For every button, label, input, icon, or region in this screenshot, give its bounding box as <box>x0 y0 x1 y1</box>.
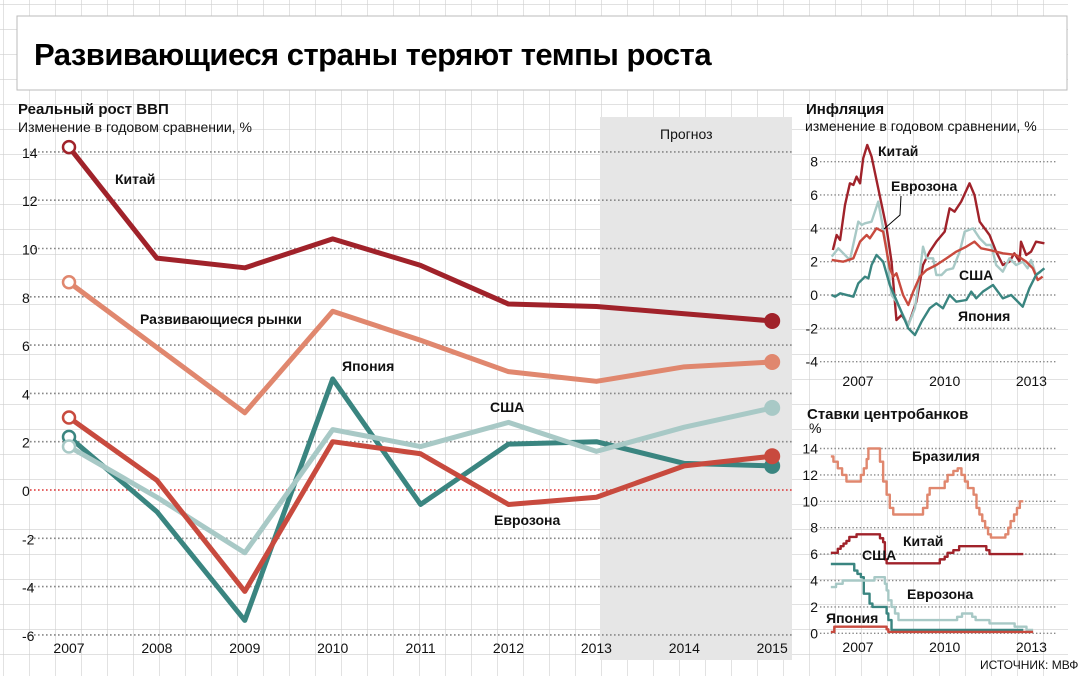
series-line-em <box>830 447 1024 539</box>
y-tick-label: 8 <box>810 520 818 536</box>
y-tick-label: 2 <box>810 254 818 270</box>
y-tick-label: 12 <box>802 467 818 483</box>
series-line-japan <box>830 562 1024 632</box>
x-tick-label: 2007 <box>53 640 84 656</box>
gdp-chart: Прогноз Реальный рост ВВП Изменение в го… <box>18 101 792 660</box>
inflation-chart: Инфляция изменение в годовом сравнении, … <box>805 101 1056 389</box>
series-line-eurozone <box>67 415 773 594</box>
y-tick-label: 0 <box>22 483 30 499</box>
y-tick-label: 12 <box>22 193 38 209</box>
x-tick-label: 2010 <box>929 639 960 655</box>
data-point-start-em <box>61 275 77 290</box>
y-tick-label: 0 <box>810 287 818 303</box>
y-tick-label: -6 <box>22 628 35 644</box>
label-eurozone: Еврозона <box>907 586 973 602</box>
rates-chart: Ставки центробанков % 14 12 10 8 6 4 2 0 2007 20… <box>802 406 1056 655</box>
series-line-china <box>67 145 773 324</box>
y-tick-label: -2 <box>806 320 819 336</box>
label-china: Китай <box>115 171 155 187</box>
y-tick-label: 10 <box>22 242 38 258</box>
forecast-label: Прогноз <box>660 126 713 142</box>
label-usa: США <box>862 547 896 563</box>
label-japan: Япония <box>342 358 394 374</box>
y-tick-label: 2 <box>22 435 30 451</box>
x-tick-label: 2009 <box>229 640 260 656</box>
x-tick-label: 2012 <box>493 640 524 656</box>
y-tick-label: -2 <box>22 531 35 547</box>
x-tick-label: 2015 <box>757 640 788 656</box>
x-tick-label: 2013 <box>581 640 612 656</box>
series-line-usa <box>830 200 1042 327</box>
x-tick-label: 2013 <box>1016 639 1047 655</box>
y-tick-label: 6 <box>810 187 818 203</box>
label-usa: США <box>959 267 993 283</box>
page-title: Развивающиеся страны теряют темпы роста <box>34 37 712 72</box>
rates-title: Ставки центробанков <box>807 406 968 423</box>
gdp-title: Реальный рост ВВП <box>18 101 169 118</box>
label-japan: Япония <box>958 308 1010 324</box>
inflation-subtitle: изменение в годовом сравнении, % <box>805 118 1037 134</box>
label-china: Китай <box>903 533 943 549</box>
x-tick-label: 2014 <box>669 640 700 656</box>
label-usa: США <box>490 399 524 415</box>
data-point-start-china <box>61 139 77 155</box>
series-line-em <box>67 280 773 416</box>
data-point-start-usa <box>61 439 77 454</box>
y-tick-label: 2 <box>810 599 818 615</box>
y-tick-label: 10 <box>802 493 818 509</box>
series-line-eurozone <box>831 227 1044 307</box>
series-line-usa <box>830 576 1034 632</box>
y-tick-label: 4 <box>810 573 818 589</box>
x-tick-label: 2011 <box>406 640 436 656</box>
y-tick-label: 8 <box>810 154 818 170</box>
x-tick-label: 2010 <box>317 640 348 656</box>
label-china: Китай <box>878 143 918 159</box>
source-note: ИСТОЧНИК: МВФ <box>980 658 1078 672</box>
label-emerging-markets: Развивающиеся рынки <box>140 311 302 327</box>
eurozone-pointer <box>883 195 902 230</box>
y-tick-label: 4 <box>810 220 818 236</box>
label-japan: Япония <box>826 610 878 626</box>
y-tick-label: 14 <box>802 441 818 457</box>
y-tick-label: 8 <box>22 290 30 306</box>
data-point-end-eurozone <box>764 448 781 465</box>
inflation-title: Инфляция <box>806 101 884 118</box>
y-tick-label: 4 <box>22 386 30 402</box>
data-point-start-eurozone <box>61 410 77 425</box>
y-tick-label: 0 <box>810 625 818 641</box>
x-tick-label: 2013 <box>1016 373 1047 389</box>
series-line-china <box>831 143 1045 327</box>
x-tick-label: 2007 <box>842 639 873 655</box>
forecast-region <box>600 117 792 660</box>
x-tick-label: 2008 <box>141 640 172 656</box>
gdp-subtitle: Изменение в годовом сравнении, % <box>18 119 252 135</box>
series-line-china <box>830 533 1024 565</box>
label-eurozone: Еврозона <box>891 178 957 194</box>
data-point-end-china <box>764 312 781 329</box>
y-tick-label: 14 <box>22 145 38 161</box>
series-line-eurozone <box>830 625 1034 634</box>
x-tick-label: 2010 <box>929 373 960 389</box>
label-eurozone: Еврозона <box>494 512 560 528</box>
x-tick-label: 2007 <box>842 373 873 389</box>
series-line-japan <box>831 253 1046 337</box>
y-tick-label: -4 <box>22 580 35 596</box>
y-tick-label: -4 <box>806 354 819 370</box>
data-point-end-usa <box>764 399 781 416</box>
series-line-japan <box>67 376 773 623</box>
data-point-end-em <box>764 354 781 371</box>
y-tick-label: 6 <box>810 546 818 562</box>
label-brazil: Бразилия <box>912 448 980 464</box>
y-tick-label: 6 <box>22 338 30 354</box>
rates-unit: % <box>809 420 821 436</box>
title-box <box>16 15 1068 91</box>
